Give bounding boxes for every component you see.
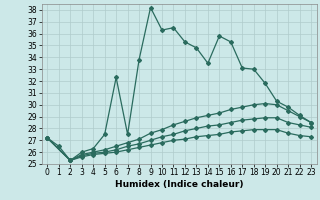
X-axis label: Humidex (Indice chaleur): Humidex (Indice chaleur) <box>115 180 244 189</box>
